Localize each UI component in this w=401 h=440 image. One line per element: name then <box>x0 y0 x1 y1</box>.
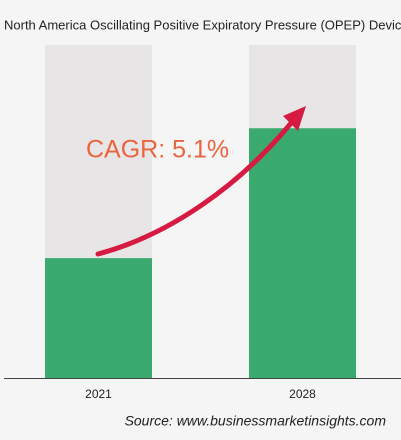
cagr-annotation: CAGR: 5.1% <box>86 136 229 164</box>
chart-title: North America Oscillating Positive Expir… <box>4 17 401 32</box>
x-tick-label: 2028 <box>289 387 316 401</box>
growth-arrow <box>95 119 295 257</box>
bar <box>45 258 152 378</box>
plot-area <box>45 45 356 378</box>
bar <box>249 128 356 378</box>
x-tick-label: 2021 <box>85 387 112 401</box>
source-note: Source: www.businessmarketinsights.com <box>125 413 387 429</box>
growth-arrowhead <box>283 106 306 131</box>
